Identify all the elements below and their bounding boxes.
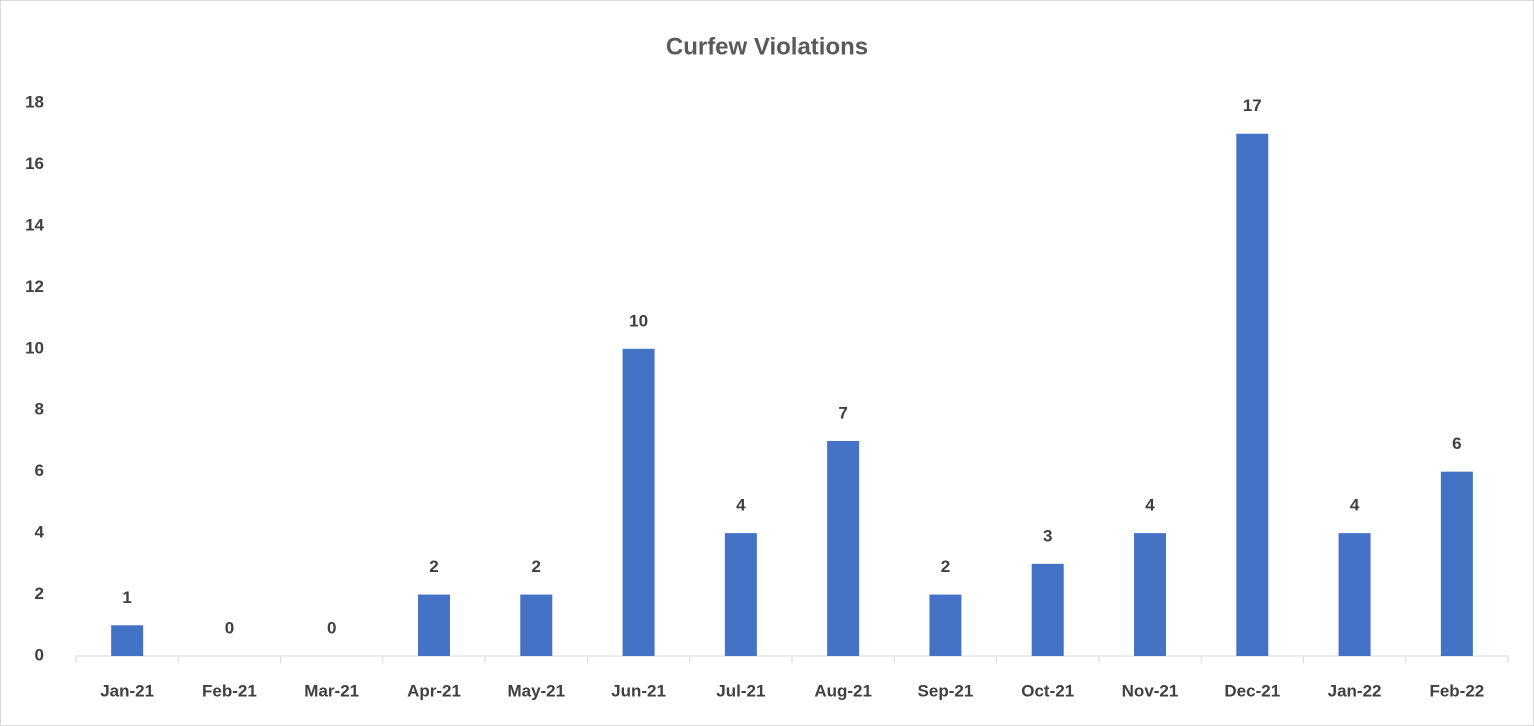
data-label: 6 xyxy=(1452,434,1461,453)
data-label: 10 xyxy=(629,311,648,330)
x-tick-label: Jan-22 xyxy=(1328,681,1382,700)
bar xyxy=(1031,563,1064,656)
data-label: 17 xyxy=(1243,96,1262,115)
y-tick-label: 0 xyxy=(35,645,44,664)
y-tick-label: 12 xyxy=(25,277,44,296)
x-tick-label: Mar-21 xyxy=(304,681,359,700)
x-tick-label: Feb-22 xyxy=(1429,681,1484,700)
y-tick-label: 10 xyxy=(25,338,44,357)
bar xyxy=(111,625,144,656)
x-tick-label: Feb-21 xyxy=(202,681,257,700)
data-label: 0 xyxy=(225,618,234,637)
x-tick-label: Nov-21 xyxy=(1122,681,1179,700)
y-tick-label: 16 xyxy=(25,154,44,173)
data-label: 4 xyxy=(736,496,746,515)
y-tick-label: 6 xyxy=(35,461,44,480)
data-label: 1 xyxy=(122,588,131,607)
x-tick-label: Jan-21 xyxy=(100,681,154,700)
x-tick-label: Apr-21 xyxy=(407,681,461,700)
data-label: 2 xyxy=(532,557,541,576)
bar xyxy=(622,348,655,656)
bar xyxy=(1338,533,1371,656)
data-label: 3 xyxy=(1043,526,1052,545)
bar xyxy=(1440,471,1473,656)
x-tick-label: May-21 xyxy=(507,681,565,700)
x-tick-label: Jul-21 xyxy=(716,681,765,700)
bar xyxy=(520,594,553,656)
data-label: 0 xyxy=(327,618,336,637)
chart-title: Curfew Violations xyxy=(666,33,868,60)
data-label: 4 xyxy=(1145,496,1155,515)
x-tick-label: Dec-21 xyxy=(1224,681,1280,700)
y-tick-label: 2 xyxy=(35,584,44,603)
bar xyxy=(724,533,757,656)
bar xyxy=(1236,133,1269,656)
bar xyxy=(827,440,860,656)
x-tick-label: Aug-21 xyxy=(814,681,872,700)
data-label: 4 xyxy=(1350,496,1360,515)
y-tick-label: 4 xyxy=(35,523,45,542)
y-tick-label: 18 xyxy=(25,92,44,111)
bar xyxy=(418,594,450,656)
x-tick-label: Sep-21 xyxy=(918,681,974,700)
y-tick-label: 14 xyxy=(25,215,44,234)
x-tick-label: Jun-21 xyxy=(611,681,666,700)
data-label: 7 xyxy=(838,403,847,422)
x-tick-label: Oct-21 xyxy=(1021,681,1074,700)
data-label: 2 xyxy=(429,557,438,576)
bar xyxy=(929,594,962,656)
y-tick-label: 8 xyxy=(35,400,44,419)
bar xyxy=(1134,533,1166,656)
data-label: 2 xyxy=(941,557,950,576)
